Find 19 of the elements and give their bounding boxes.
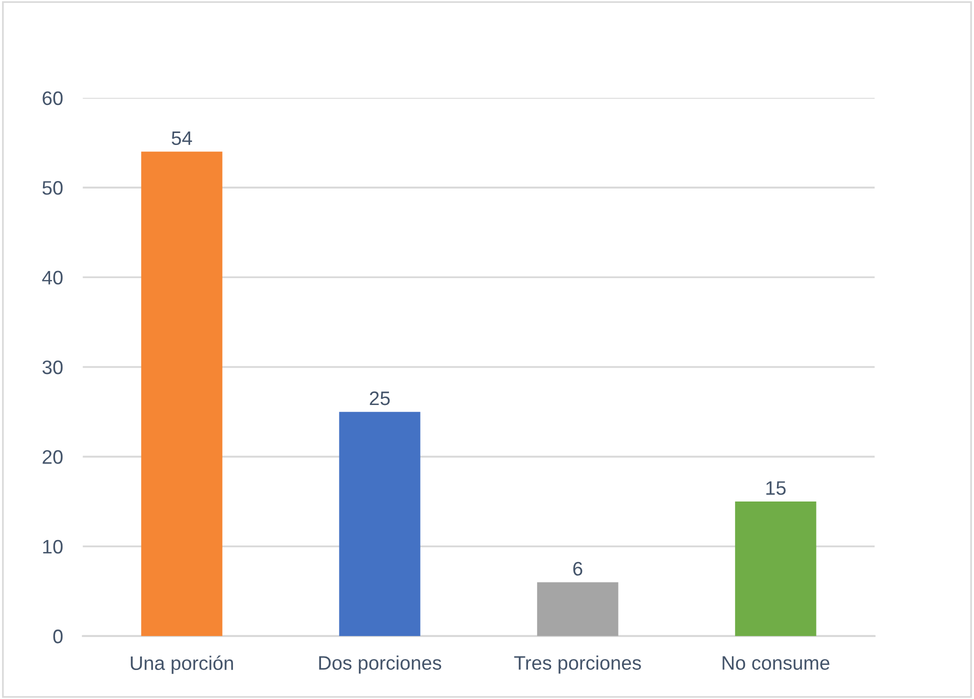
- bar: [735, 502, 816, 636]
- x-tick-label: No consume: [722, 656, 830, 670]
- data-label: 15: [766, 481, 786, 495]
- x-tick-label: Dos porciones: [319, 656, 442, 674]
- y-tick-label: 10: [43, 540, 63, 554]
- bar: [537, 582, 618, 636]
- data-label: 25: [370, 391, 390, 406]
- bar: [141, 152, 222, 636]
- y-tick-label: 30: [42, 360, 63, 374]
- y-tick-label: 50: [42, 181, 63, 195]
- y-tick-label: 20: [42, 450, 63, 464]
- x-tick-label: Tres porciones: [514, 656, 641, 674]
- y-tick-label: 40: [42, 270, 63, 285]
- data-label: 6: [573, 562, 582, 576]
- x-tick-label: Una porción: [130, 656, 233, 674]
- y-tick-label: 60: [42, 91, 63, 106]
- y-tick-label: 0: [53, 630, 63, 644]
- bar: [339, 412, 420, 636]
- data-label: 54: [172, 131, 192, 146]
